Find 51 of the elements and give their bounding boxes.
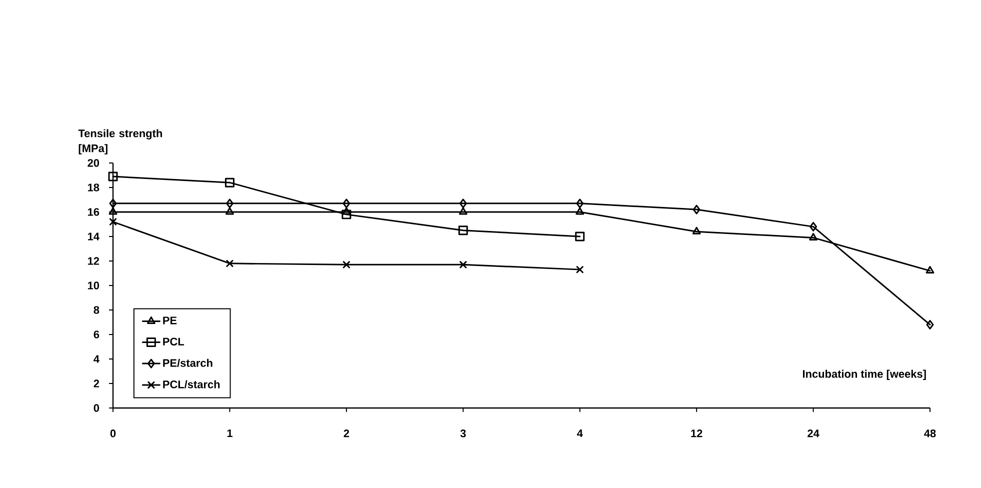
point (342, 210, 352, 220)
point (809, 232, 818, 240)
point (810, 222, 818, 232)
point (108, 172, 118, 182)
y-tick-label: 20 (88, 159, 100, 167)
x-tick-label: 4 (576, 430, 583, 438)
point (342, 198, 350, 208)
point (575, 232, 585, 242)
y-tick-label: 16 (88, 208, 100, 216)
point (926, 320, 934, 330)
point (226, 207, 234, 215)
x-tick-label: 12 (691, 430, 702, 438)
y-tick-label: 6 (94, 330, 100, 338)
point (226, 260, 234, 268)
legend-label: PE/starch (163, 358, 212, 367)
point (108, 207, 118, 215)
x-tick-label: 24 (808, 430, 820, 438)
point (576, 266, 584, 274)
y-tick-label: 12 (88, 257, 100, 265)
point (226, 198, 234, 208)
point (342, 207, 351, 215)
point (926, 266, 934, 274)
point (460, 261, 467, 268)
point (692, 204, 700, 214)
legend-label: PCL/starch (163, 380, 220, 388)
point (109, 198, 117, 208)
x-tick-label: 2 (344, 430, 350, 438)
y-tick-label: 10 (88, 282, 100, 290)
y-axis-title: Tensile strength [MPa] (78, 129, 162, 154)
point (692, 226, 701, 234)
y-tick-label: 2 (94, 380, 100, 388)
x-tick-label: 48 (924, 430, 936, 438)
point (459, 198, 467, 208)
y-tick-label: 0 (94, 404, 100, 412)
x-axis-title: Incubation time [weeks] (802, 370, 926, 380)
legend-label: PE (163, 316, 177, 324)
point (224, 178, 234, 188)
y-tick-label: 14 (88, 232, 100, 240)
point (458, 226, 468, 236)
x-tick-label: 3 (460, 430, 466, 438)
x-tick-label: 0 (110, 430, 116, 438)
point (109, 218, 117, 226)
legend-label: PCL (163, 338, 184, 346)
point (342, 261, 350, 268)
x-tick-label: 1 (227, 430, 232, 438)
point (458, 207, 468, 215)
point (576, 207, 584, 215)
y-tick-label: 4 (94, 355, 100, 363)
y-tick-label: 18 (88, 184, 100, 192)
point (576, 198, 584, 208)
y-tick-label: 8 (94, 306, 100, 314)
